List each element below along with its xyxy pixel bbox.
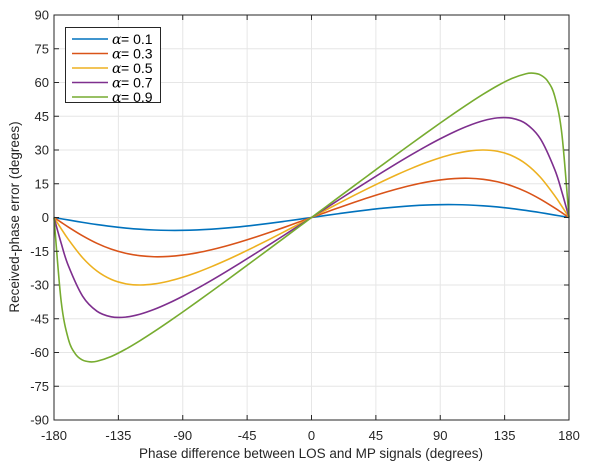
legend-alpha-symbol: α [112, 90, 122, 106]
y-tick-label: -30 [30, 278, 49, 293]
y-tick-label: -75 [30, 379, 49, 394]
y-tick-label: -60 [30, 345, 49, 360]
x-tick-label: -45 [238, 428, 257, 443]
y-tick-label: 75 [35, 41, 49, 56]
legend-alpha-symbol: α [112, 47, 122, 63]
legend: α = 0.1α = 0.3α = 0.5α = 0.7α = 0.9 [65, 27, 161, 106]
legend-label: = 0.9 [121, 89, 153, 105]
y-tick-label: -45 [30, 311, 49, 326]
x-tick-label: -135 [105, 428, 131, 443]
legend-box [65, 27, 161, 103]
series-lines [53, 72, 570, 363]
y-tick-label: -15 [30, 244, 49, 259]
legend-label: = 0.5 [121, 60, 153, 76]
legend-item: α = 0.3 [72, 46, 153, 63]
x-tick-label: -90 [173, 428, 192, 443]
x-tick-label: -180 [41, 428, 67, 443]
x-tick-labels: -180 -135 -90 -45 0 45 90 135 180 [41, 428, 580, 443]
x-tick-label: 45 [369, 428, 383, 443]
y-tick-label: 15 [35, 176, 49, 191]
legend-alpha-symbol: α [112, 76, 122, 92]
y-axis-label: Received-phase error (degrees) [7, 121, 22, 312]
ticks [53, 14, 570, 421]
x-tick-label: 0 [308, 428, 315, 443]
y-tick-label: 60 [35, 75, 49, 90]
y-tick-label: 30 [35, 143, 49, 158]
legend-label: = 0.3 [121, 46, 153, 62]
series-line-5 [53, 72, 570, 363]
legend-item: α = 0.1 [72, 31, 153, 48]
legend-item: α = 0.5 [72, 60, 153, 77]
legend-alpha-symbol: α [112, 32, 122, 48]
legend-item: α = 0.9 [72, 89, 153, 106]
y-tick-label: -90 [30, 413, 49, 428]
legend-label: = 0.7 [121, 75, 153, 91]
grid [53, 14, 570, 421]
y-tick-label: 0 [42, 210, 49, 225]
legend-alpha-symbol: α [112, 61, 122, 77]
y-tick-label: 90 [35, 8, 49, 23]
legend-label: = 0.1 [121, 31, 153, 47]
x-tick-label: 135 [494, 428, 516, 443]
x-tick-label: 90 [433, 428, 447, 443]
legend-item: α = 0.7 [72, 75, 153, 92]
y-tick-label: 45 [35, 109, 49, 124]
x-axis-label: Phase difference between LOS and MP sign… [139, 446, 483, 461]
y-tick-labels: 90 75 60 45 30 15 0 -15 -30 -45 -60 -75 -90 [30, 8, 49, 428]
x-tick-label: 180 [558, 428, 580, 443]
